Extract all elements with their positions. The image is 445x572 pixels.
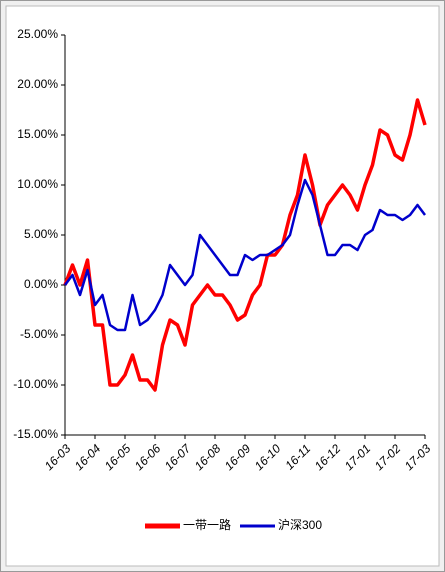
y-tick-label: -5.00% xyxy=(20,327,58,341)
series-line xyxy=(63,98,427,392)
y-tick-label: 10.00% xyxy=(17,177,58,191)
y-tick-label: 25.00% xyxy=(17,27,58,41)
y-tick-label: 0.00% xyxy=(24,277,58,291)
legend-label: 沪深300 xyxy=(278,518,322,532)
y-tick-label: 15.00% xyxy=(17,127,58,141)
y-tick-label: 20.00% xyxy=(17,77,58,91)
series-line xyxy=(64,178,426,332)
y-tick-label: -10.00% xyxy=(13,377,58,391)
legend-label: 一带一路 xyxy=(183,517,231,532)
y-tick-label: -15.00% xyxy=(13,427,58,441)
y-tick-label: 5.00% xyxy=(24,227,58,241)
chart-area xyxy=(5,5,440,567)
